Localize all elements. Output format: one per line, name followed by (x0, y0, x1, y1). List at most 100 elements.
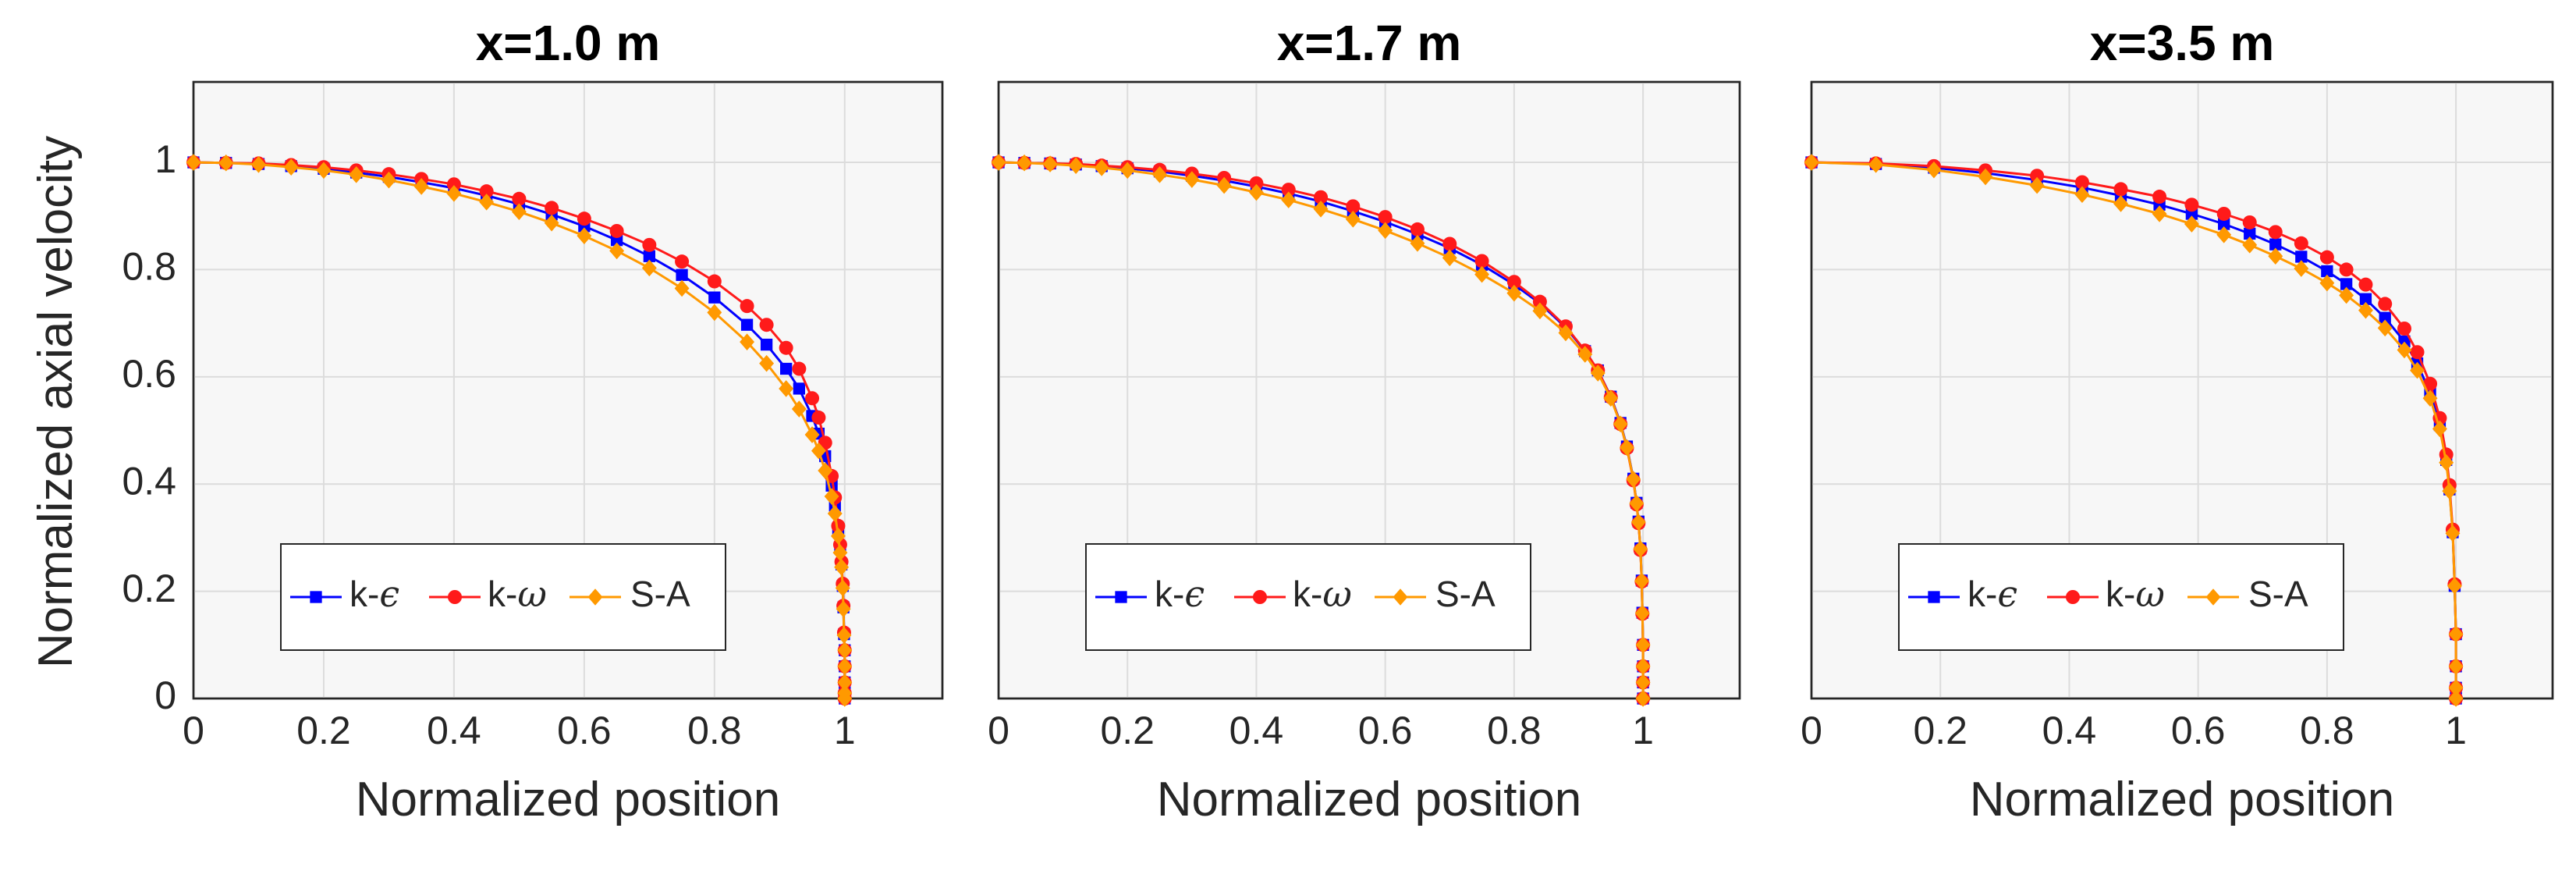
data-point (545, 201, 559, 215)
x-tick-label: 0 (1801, 709, 1822, 752)
data-point (479, 194, 495, 211)
legend-entry: S-A (630, 574, 690, 614)
data-point (811, 411, 826, 425)
data-point (2242, 236, 2258, 254)
data-point (186, 154, 201, 171)
legend-entry: S-A (2248, 574, 2308, 614)
data-point (1249, 176, 1264, 190)
legend: k-ϵ k-ω S-A (280, 543, 726, 651)
data-point (2340, 278, 2353, 290)
data-point (1314, 190, 1329, 204)
data-point (1532, 302, 1548, 320)
data-point (836, 627, 852, 644)
data-point (1635, 690, 1651, 707)
data-point (2339, 262, 2354, 277)
data-point (818, 462, 833, 479)
data-point (2244, 227, 2256, 240)
data-point (759, 354, 775, 372)
y-tick-label: 0.2 (122, 567, 176, 610)
legend-marker (310, 591, 322, 603)
series-diamond-3 (1804, 154, 2464, 707)
data-point (413, 178, 429, 195)
data-point (642, 237, 657, 252)
plot-border (1810, 80, 2554, 700)
x-tick-label: 0.2 (296, 709, 351, 752)
data-point (2319, 250, 2334, 265)
data-point (991, 154, 1006, 171)
data-point (792, 361, 807, 376)
legend-entry: k-ϵ (1967, 573, 2017, 615)
data-point (381, 171, 396, 189)
data-point (1281, 191, 1297, 208)
data-point (2358, 277, 2373, 292)
data-point (1577, 346, 1593, 363)
data-point (2184, 215, 2199, 233)
x-tick-label: 0 (183, 709, 204, 752)
x-tick-label: 0.4 (1229, 709, 1284, 752)
data-point (740, 333, 755, 350)
data-point (2216, 206, 2231, 221)
legend-marker (448, 590, 462, 604)
data-point (446, 177, 461, 192)
data-point (1635, 636, 1651, 654)
data-point (1978, 168, 1993, 186)
x-tick-label: 0.6 (2171, 709, 2226, 752)
data-point (2398, 335, 2411, 348)
data-point (2446, 577, 2462, 595)
data-point (1629, 495, 1645, 512)
y-tick-label: 0.6 (122, 352, 176, 396)
x-tick-label: 0.8 (2300, 709, 2354, 752)
y-tick-label: 0.4 (122, 459, 176, 503)
x-tick-label: 0.4 (2042, 709, 2097, 752)
data-point (2152, 190, 2167, 204)
legend: k-ϵ k-ω S-A (1085, 543, 1531, 651)
data-point (511, 203, 527, 221)
data-point (1634, 572, 1649, 590)
data-point (2359, 293, 2372, 305)
data-point (1442, 236, 1457, 251)
data-point (2422, 389, 2438, 407)
data-point (2448, 679, 2464, 697)
legend: k-ϵ k-ω S-A (1898, 543, 2344, 651)
data-point (1442, 249, 1457, 267)
data-point (512, 191, 527, 206)
data-point (2268, 225, 2283, 240)
data-point (2269, 238, 2282, 251)
data-point (1619, 439, 1634, 457)
data-point (837, 674, 853, 691)
data-point (1558, 324, 1574, 342)
data-point (2242, 215, 2257, 229)
data-point (2184, 197, 2199, 212)
data-point (2339, 286, 2354, 304)
chart-title: x=1.7 m (1277, 15, 1462, 71)
data-point (609, 223, 624, 238)
y-axis-label: Normalized axial velocity (29, 136, 83, 668)
data-point (804, 426, 820, 443)
data-point (1630, 514, 1646, 531)
chart-panel-3: x=3.5 m 0 0.2 0.4 0.6 0.8 1 Normalized position… (1801, 15, 2554, 826)
legend-entry: S-A (1435, 574, 1496, 614)
data-point (2152, 205, 2167, 222)
legend-marker (1115, 591, 1127, 603)
y-tick-label: 0 (154, 674, 176, 717)
data-point (609, 242, 625, 260)
panels: x=1.0 m 0 0.2 0.4 0.6 0.8 1 0 0.2 0.4 0.6 0.8 1 Norma… (122, 15, 2554, 826)
data-point (831, 518, 846, 533)
data-point (577, 227, 592, 244)
data-point (544, 214, 559, 232)
data-point (2397, 341, 2412, 359)
data-point (2113, 182, 2128, 197)
data-point (2268, 247, 2283, 265)
data-point (1590, 364, 1606, 382)
plot-border (192, 80, 944, 700)
data-point (577, 212, 591, 226)
x-tick-label: 0.8 (687, 709, 742, 752)
data-point (1804, 154, 1819, 171)
legend-marker (587, 588, 603, 606)
data-point (811, 442, 826, 460)
legend-marker (2205, 588, 2221, 606)
data-point (1634, 604, 1650, 622)
data-point (2445, 524, 2461, 542)
data-point (1532, 294, 1547, 309)
data-point (2378, 297, 2393, 311)
